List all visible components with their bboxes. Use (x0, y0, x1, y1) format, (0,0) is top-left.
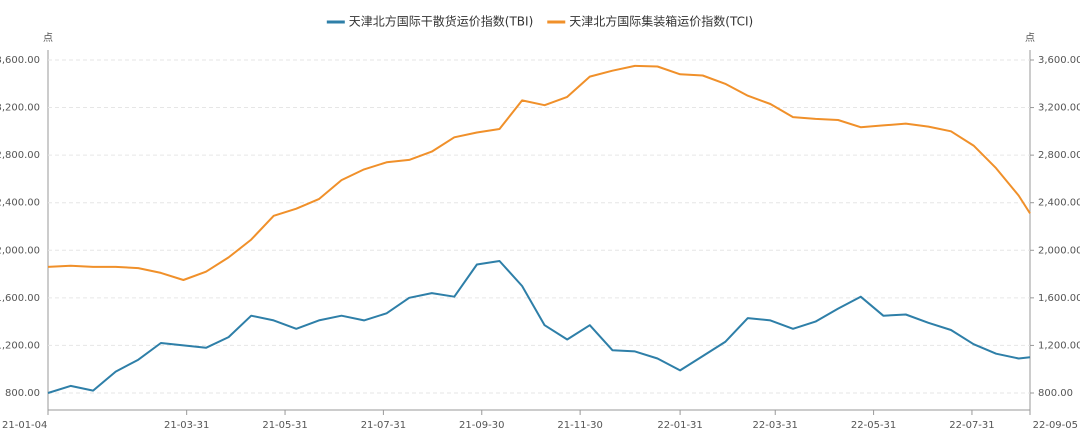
y2-tick-label: 800.00 (1038, 388, 1073, 399)
x-tick-label: 21-03-31 (164, 420, 209, 431)
series-line (47, 260, 1031, 394)
x-tick-label: 22-01-31 (657, 420, 702, 431)
y-axis-unit: 点 (43, 32, 53, 44)
y2-tick-label: 2,800.00 (1038, 150, 1080, 161)
legend-label: 天津北方国际干散货运价指数(TBI) (349, 14, 533, 29)
y2-tick-label: 1,600.00 (1038, 293, 1080, 304)
x-tick-label: 22-09-05 (1033, 420, 1078, 431)
y-tick-label: 3,200.00 (0, 103, 40, 114)
x-tick-label: 22-03-31 (753, 420, 798, 431)
x-tick-label: 21-11-30 (557, 420, 602, 431)
x-tick-label: 21-01-04 (2, 420, 47, 431)
x-tick-label: 21-05-31 (262, 420, 307, 431)
y2-tick-label: 1,200.00 (1038, 340, 1080, 351)
x-tick-label: 21-09-30 (459, 420, 504, 431)
x-tick-label: 22-05-31 (851, 420, 896, 431)
y-tick-label: 2,800.00 (0, 150, 40, 161)
y2-tick-label: 2,400.00 (1038, 198, 1080, 209)
legend: 天津北方国际干散货运价指数(TBI) 天津北方国际集装箱运价指数(TCI) (326, 14, 753, 29)
y-tick-label: 2,000.00 (0, 245, 40, 256)
y2-tick-label: 3,200.00 (1038, 103, 1080, 114)
y2-tick-label: 3,600.00 (1038, 55, 1080, 66)
legend-label: 天津北方国际集装箱运价指数(TCI) (569, 14, 753, 29)
y-tick-label: 800.00 (5, 388, 40, 399)
x-tick-label: 21-07-31 (361, 420, 406, 431)
y-tick-label: 3,600.00 (0, 55, 40, 66)
y-tick-label: 1,600.00 (0, 293, 40, 304)
series-line (47, 64, 1031, 281)
x-tick-label: 22-07-31 (949, 420, 994, 431)
y-tick-label: 2,400.00 (0, 198, 40, 209)
y2-tick-label: 2,000.00 (1038, 245, 1080, 256)
y-tick-label: 1,200.00 (0, 340, 40, 351)
y2-axis-unit: 点 (1025, 32, 1035, 44)
